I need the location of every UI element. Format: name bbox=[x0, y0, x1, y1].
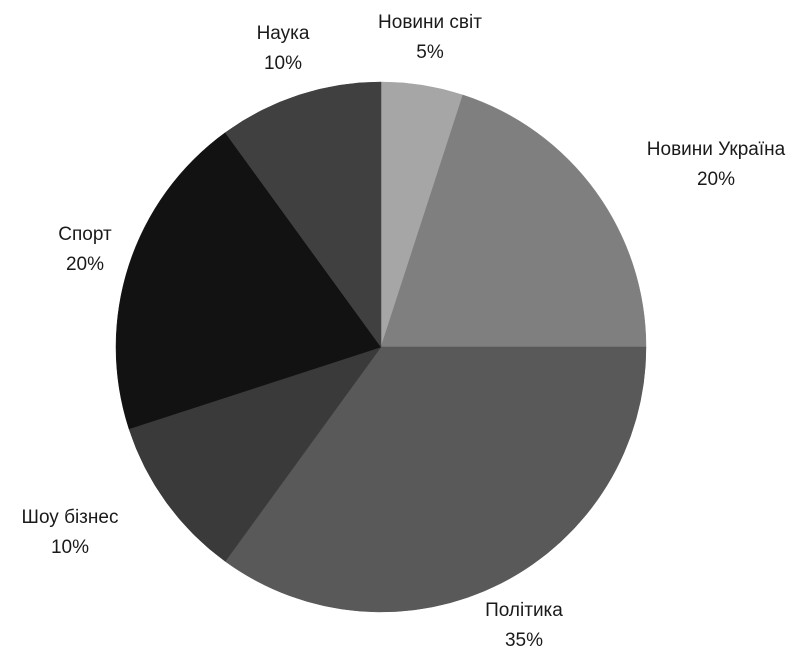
slice-value-label-4: 20% bbox=[66, 254, 104, 275]
slice-value-label-0: 5% bbox=[416, 42, 444, 63]
slice-value-label-1: 20% bbox=[697, 169, 735, 190]
slice-value-label-2: 35% bbox=[505, 630, 543, 651]
slice-label-5: Наука bbox=[257, 23, 310, 44]
slice-label-0: Новини світ bbox=[378, 12, 482, 33]
pie-slice-4 bbox=[115, 132, 382, 430]
pie-slice-2 bbox=[224, 346, 647, 613]
slice-value-label-5: 10% bbox=[264, 53, 302, 74]
pie-slice-5 bbox=[224, 81, 382, 348]
pie-labels: Новини світ 5% Новини Україна 20% Політика 35… bbox=[22, 12, 786, 651]
slice-label-4: Спорт bbox=[58, 224, 112, 245]
pie-slices bbox=[115, 81, 647, 613]
pie-slice-3 bbox=[128, 346, 382, 562]
slice-value-label-3: 10% bbox=[51, 537, 89, 558]
pie-slice-1 bbox=[380, 94, 647, 348]
slice-label-2: Політика bbox=[485, 600, 563, 621]
slice-label-3: Шоу бізнес bbox=[22, 507, 119, 528]
slice-label-1: Новини Україна bbox=[647, 139, 786, 160]
